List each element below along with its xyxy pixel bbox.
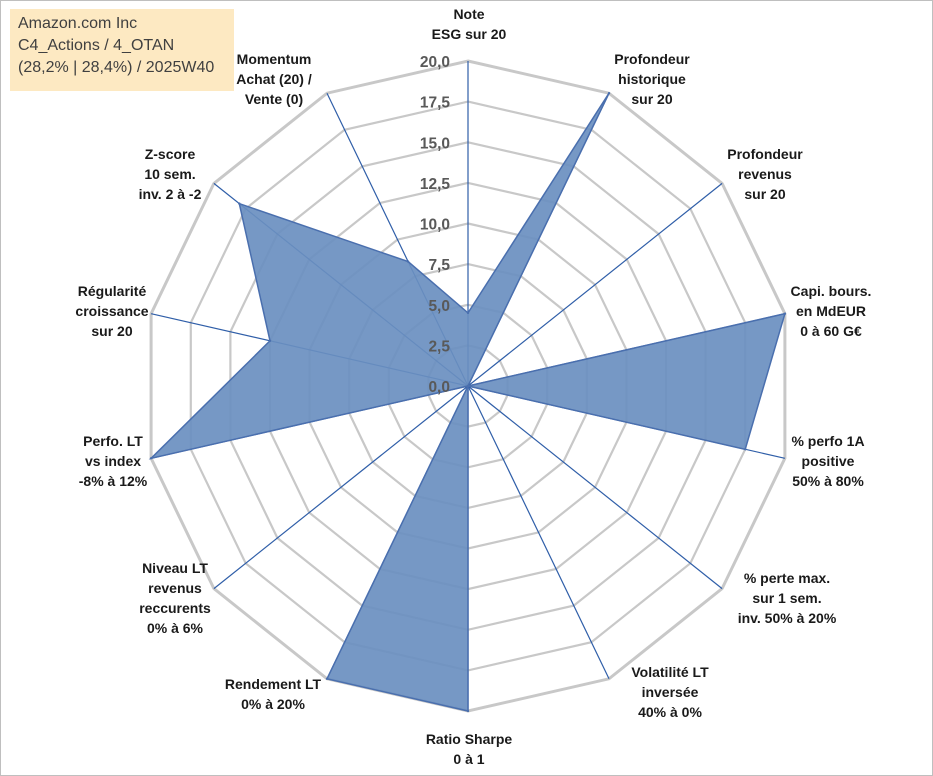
radar-tick-labels: 0,0 2,5 5,0 7,5 10,0 12,5 15,0 17,5 20,0: [420, 54, 451, 396]
axis-label-line: inv. 50% à 20%: [738, 610, 837, 626]
tick-label: 2,5: [428, 338, 450, 355]
info-box: Amazon.com Inc C4_Actions / 4_OTAN (28,2…: [10, 9, 234, 91]
axis-label-line: Ratio Sharpe: [426, 731, 513, 747]
axis-label-line: % perte max.: [744, 570, 830, 586]
data-point: [466, 384, 470, 388]
axis-label-line: revenus: [148, 580, 202, 596]
data-point: [268, 339, 272, 342]
axis-label-line: Volatilité LT: [631, 664, 709, 680]
data-point: [325, 677, 329, 680]
axis-label: Régularité croissance sur 20: [75, 283, 148, 339]
axis-label-line: Momentum: [237, 51, 312, 67]
axis-spoke: [467, 385, 723, 590]
portfolio-category: C4_Actions / 4_OTAN: [18, 37, 175, 54]
radar-axis-labels: Note ESG sur 20 Profondeur historique sur 20…: [75, 6, 871, 767]
axis-label-line: 0 à 1: [453, 751, 484, 767]
axis-label-line: ESG sur 20: [432, 26, 507, 42]
axis-label: % perfo 1A positive 50% à 80%: [791, 433, 864, 489]
axis-label-line: en MdEUR: [796, 303, 866, 319]
axis-label-line: % perfo 1A: [791, 433, 864, 449]
axis-label-line: Achat (20) /: [236, 71, 312, 87]
tick-label: 12,5: [420, 176, 451, 193]
data-point: [744, 448, 747, 451]
data-point: [466, 709, 470, 713]
axis-label-line: inversée: [642, 684, 699, 700]
axis-label-line: revenus: [738, 166, 792, 182]
axis-spoke: [467, 182, 723, 387]
axis-label-line: 40% à 0%: [638, 704, 702, 720]
tick-label: 15,0: [420, 135, 450, 152]
data-point: [149, 457, 153, 460]
axis-label-line: Régularité: [78, 283, 147, 299]
axis-label-line: Profondeur: [727, 146, 803, 162]
axis-label-line: 50% à 80%: [792, 473, 864, 489]
axis-label-line: Perfo. LT: [83, 433, 143, 449]
axis-label: Perfo. LT vs index -8% à 12%: [79, 433, 148, 489]
axis-label-line: sur 1 sem.: [752, 590, 821, 606]
radar-series: [148, 92, 787, 713]
axis-label-line: Profondeur: [614, 51, 690, 67]
axis-label: Profondeur revenus sur 20: [727, 146, 803, 202]
tick-label: 7,5: [428, 257, 450, 274]
axis-spoke: [467, 385, 610, 680]
performance-week: (28,2% | 28,4%) / 2025W40: [18, 59, 215, 76]
series-area: [148, 92, 786, 712]
axis-label: Note ESG sur 20: [432, 6, 507, 42]
axis-label: Niveau LT revenus reccurents 0% à 6%: [139, 560, 211, 636]
axis-label: Profondeur historique sur 20: [614, 51, 690, 107]
axis-label-line: Note: [453, 6, 484, 22]
company-name: Amazon.com Inc: [18, 15, 138, 32]
data-point: [466, 311, 470, 315]
tick-label: 10,0: [420, 217, 450, 234]
axis-label: Z-score 10 sem. inv. 2 à -2: [139, 146, 202, 202]
axis-label-line: vs index: [85, 453, 141, 469]
axis-label: Ratio Sharpe 0 à 1: [426, 731, 513, 767]
axis-label: Momentum Achat (20) / Vente (0): [236, 51, 312, 107]
axis-label: % perte max. sur 1 sem. inv. 50% à 20%: [738, 570, 837, 626]
tick-label: 5,0: [428, 298, 450, 315]
data-point: [406, 260, 410, 263]
axis-label: Capi. bours. en MdEUR 0 à 60 G€: [791, 283, 872, 339]
axis-label-line: 0 à 60 G€: [800, 323, 862, 339]
axis-label-line: croissance: [75, 303, 148, 319]
axis-label-line: positive: [802, 453, 855, 469]
tick-label: 17,5: [420, 95, 451, 112]
axis-label-line: inv. 2 à -2: [139, 186, 202, 202]
axis-label-line: Niveau LT: [142, 560, 208, 576]
data-point: [783, 312, 787, 315]
axis-label: Volatilité LT inversée 40% à 0%: [631, 664, 709, 720]
axis-label-line: sur 20: [631, 91, 672, 107]
tick-label: 0,0: [428, 379, 450, 396]
axis-label-line: Capi. bours.: [791, 283, 872, 299]
data-point: [238, 202, 241, 205]
axis-label-line: Vente (0): [245, 91, 303, 107]
axis-label-line: -8% à 12%: [79, 473, 148, 489]
axis-label: Rendement LT 0% à 20%: [225, 676, 322, 712]
axis-label-line: reccurents: [139, 600, 211, 616]
axis-label-line: historique: [618, 71, 686, 87]
axis-spoke: [213, 385, 469, 590]
axis-label-line: sur 20: [744, 186, 785, 202]
tick-label: 20,0: [420, 54, 450, 71]
axis-label-line: Rendement LT: [225, 676, 322, 692]
data-point: [607, 92, 611, 95]
axis-label-line: 10 sem.: [144, 166, 195, 182]
axis-label-line: sur 20: [91, 323, 132, 339]
axis-label-line: 0% à 20%: [241, 696, 305, 712]
axis-label-line: Z-score: [145, 146, 196, 162]
axis-label-line: 0% à 6%: [147, 620, 204, 636]
